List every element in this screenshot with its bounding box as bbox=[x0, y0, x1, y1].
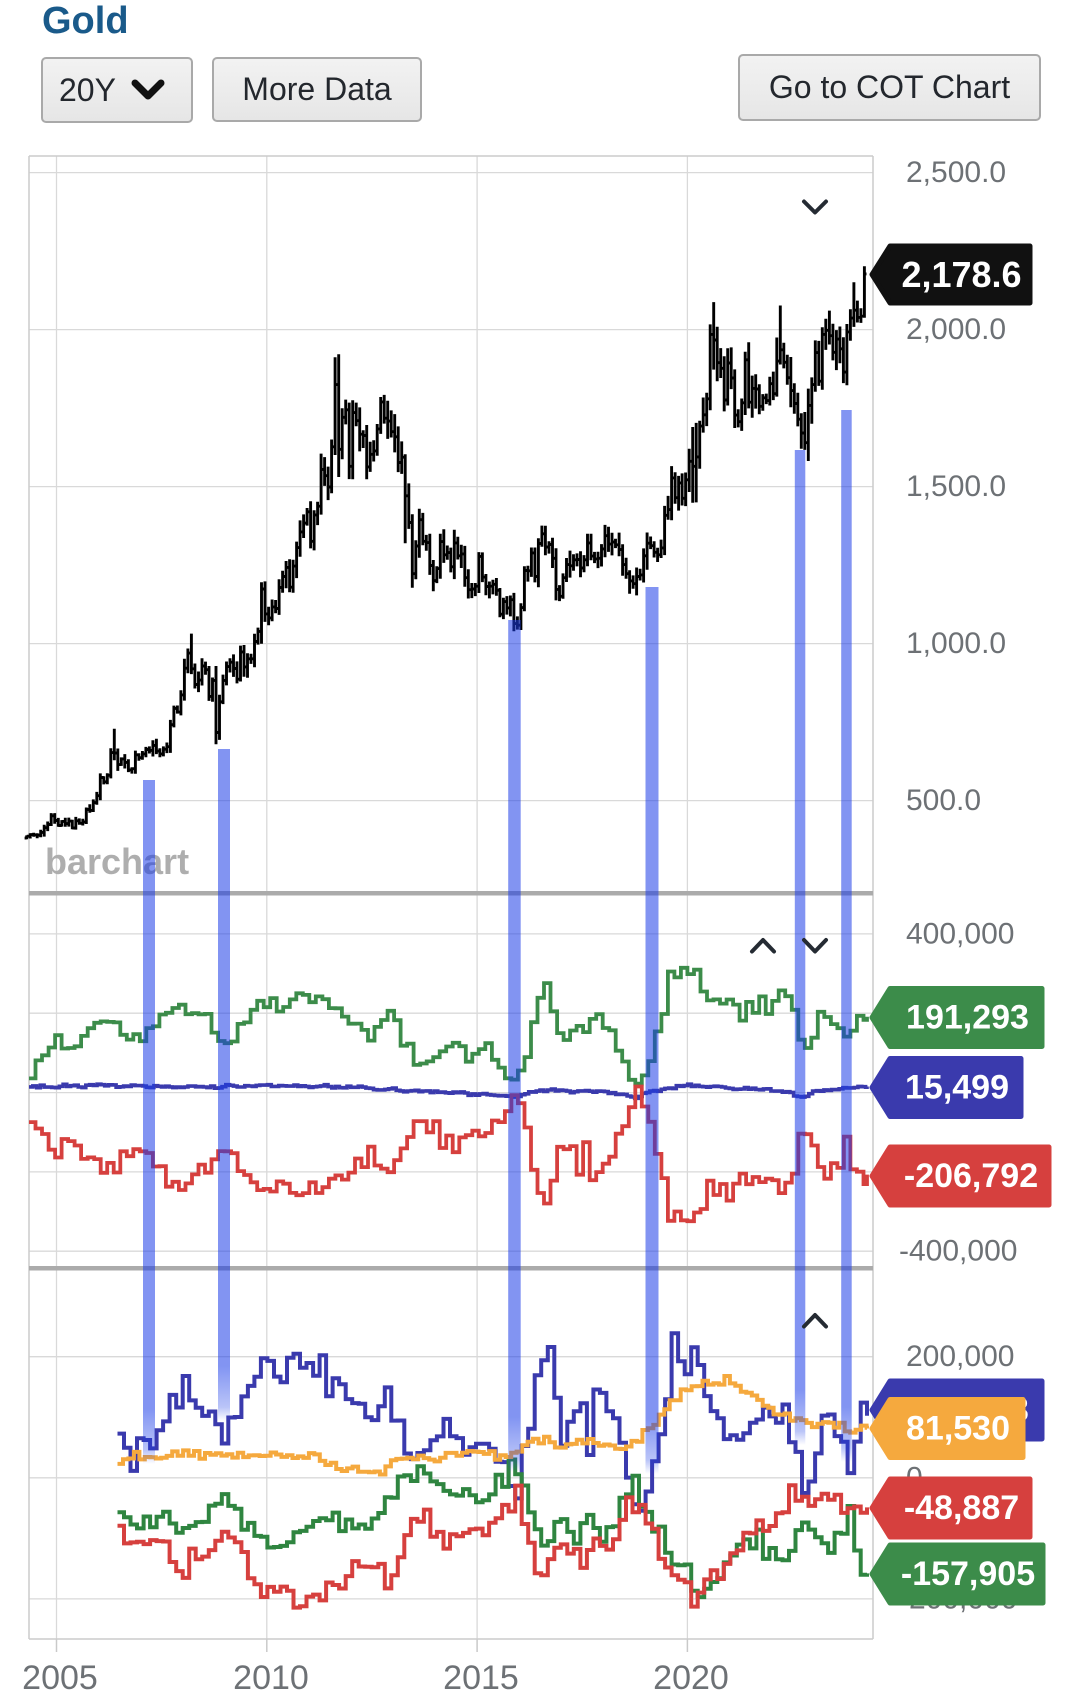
svg-text:1,500.0: 1,500.0 bbox=[906, 470, 1006, 503]
svg-text:191,293: 191,293 bbox=[906, 999, 1029, 1037]
svg-text:2,178.6: 2,178.6 bbox=[901, 254, 1021, 295]
svg-text:-206,792: -206,792 bbox=[904, 1157, 1038, 1195]
svg-text:400,000: 400,000 bbox=[906, 917, 1014, 950]
svg-text:200,000: 200,000 bbox=[906, 1340, 1014, 1373]
svg-text:-48,887: -48,887 bbox=[904, 1489, 1019, 1527]
svg-text:barchart: barchart bbox=[45, 841, 189, 882]
svg-text:500.0: 500.0 bbox=[906, 784, 981, 817]
svg-text:-157,905: -157,905 bbox=[901, 1555, 1035, 1593]
svg-text:2,500.0: 2,500.0 bbox=[906, 156, 1006, 189]
svg-text:2,000.0: 2,000.0 bbox=[906, 313, 1006, 346]
svg-text:15,499: 15,499 bbox=[905, 1069, 1009, 1107]
svg-text:2005: 2005 bbox=[22, 1659, 98, 1697]
svg-text:2015: 2015 bbox=[443, 1659, 519, 1697]
svg-text:2010: 2010 bbox=[233, 1659, 309, 1697]
svg-text:81,530: 81,530 bbox=[906, 1410, 1010, 1448]
svg-text:-400,000: -400,000 bbox=[899, 1235, 1017, 1268]
svg-text:1,000.0: 1,000.0 bbox=[906, 627, 1006, 660]
svg-text:2020: 2020 bbox=[653, 1659, 729, 1697]
